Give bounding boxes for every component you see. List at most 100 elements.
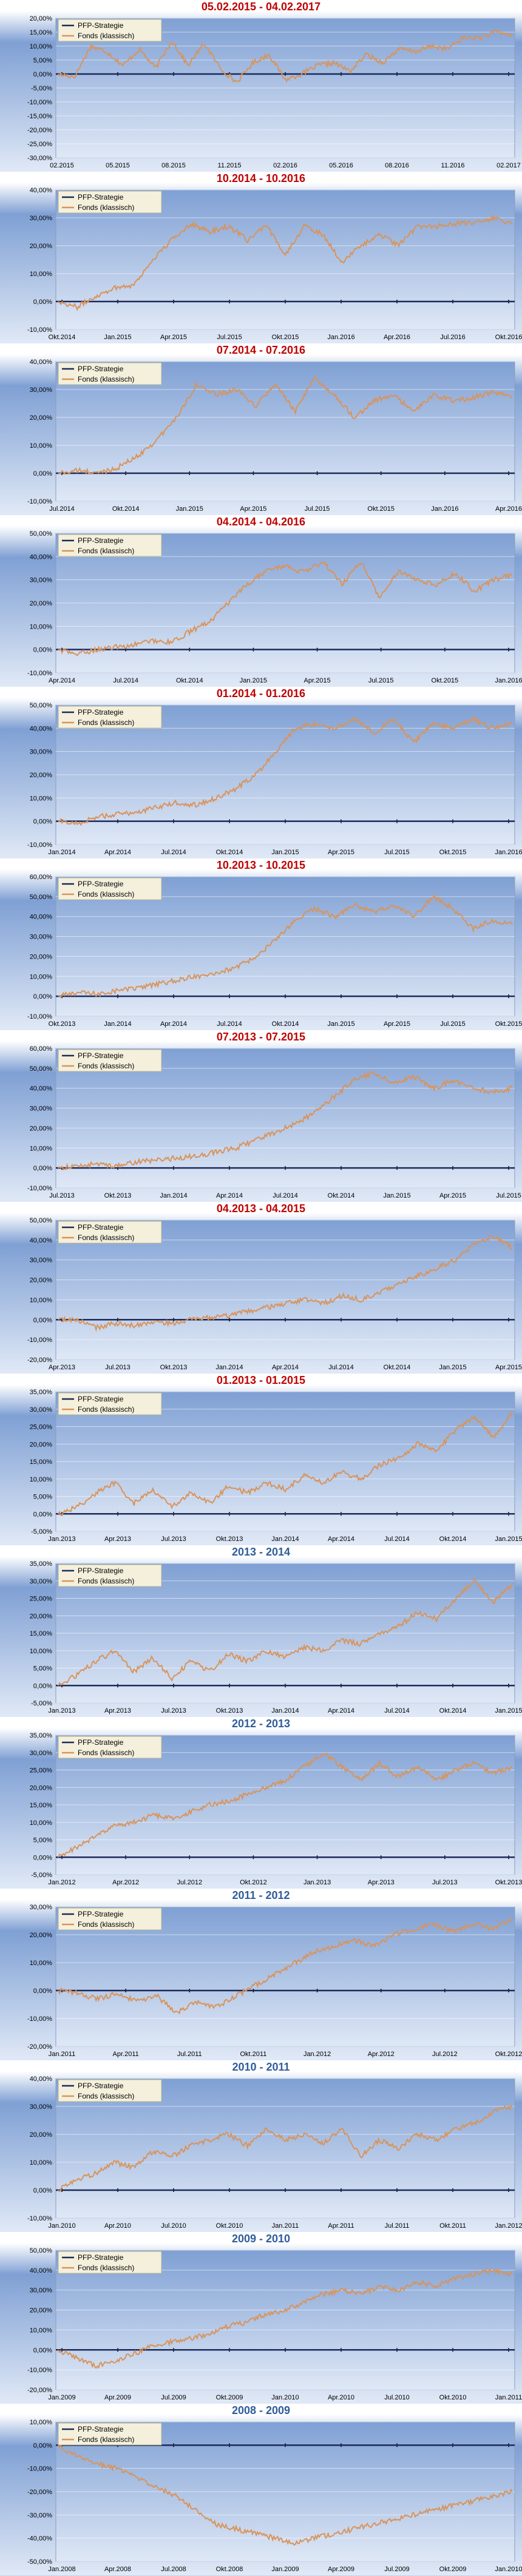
- x-tick-label: Jul.2010: [384, 2394, 410, 2401]
- y-tick-label: -10,00%: [27, 2015, 52, 2023]
- x-tick-label: Jul.2012: [177, 1879, 202, 1886]
- x-tick-label: Okt.2014: [439, 1707, 467, 1715]
- y-tick-label: 30,00%: [30, 749, 53, 756]
- y-tick-label: -10,00%: [27, 1337, 52, 1344]
- chart-panel: 2012 - 2013 35,00% 30,00% 25,00% 20,00% 15,00…: [0, 1717, 522, 1889]
- x-tick-label: Jul.2014: [217, 1020, 242, 1028]
- fund-line: [58, 1412, 513, 1516]
- line-chart: 10,00% 0,00% -10,00% -20,00% -30,00% -40,00% -…: [27, 2419, 522, 2573]
- y-tick-label: 30,00%: [30, 577, 53, 584]
- y-tick-label: 20,00%: [30, 772, 53, 779]
- line-chart: 50,00% 40,00% 30,00% 20,00% 10,00% 0,00% -10,0…: [27, 702, 522, 856]
- legend-strategy-label: PFP-Strategie: [78, 708, 124, 716]
- y-tick-label: 10,00%: [30, 1960, 53, 1967]
- legend-fund-label: Fonds (klassisch): [78, 2435, 134, 2444]
- y-tick-label: 0,00%: [33, 2347, 52, 2354]
- x-tick-label: Jan.2015: [240, 677, 267, 684]
- x-tick-label: Apr.2013: [104, 1707, 131, 1715]
- y-tick-label: 15,00%: [30, 1458, 53, 1466]
- chart-panel: 01.2014 - 01.2016 50,00% 40,00% 30,00% 20,00…: [0, 687, 522, 859]
- line-chart: 20,00% 15,00% 10,00% 5,00% 0,00% -5,00% -10,00…: [27, 15, 521, 169]
- legend-box: [58, 877, 162, 900]
- x-tick-label: Okt.2014: [272, 1020, 299, 1028]
- x-tick-label: Jul.2015: [440, 1020, 466, 1028]
- legend-strategy-label: PFP-Strategie: [78, 1223, 124, 1232]
- y-tick-label: 30,00%: [30, 1105, 53, 1113]
- legend-fund-label: Fonds (klassisch): [78, 2092, 134, 2100]
- y-tick-label: 0,00%: [33, 647, 52, 654]
- legend: PFP-Strategie Fonds (klassisch): [58, 534, 162, 557]
- x-tick-label: 08.2015: [161, 162, 186, 169]
- y-tick-label: 25,00%: [30, 1424, 53, 1431]
- legend-strategy-label: PFP-Strategie: [78, 880, 124, 888]
- x-tick-label: Okt.2016: [495, 334, 522, 341]
- x-tick-label: 08.2016: [385, 162, 409, 169]
- fund-line: [58, 715, 513, 826]
- x-tick-label: Jan.2014: [104, 1020, 131, 1028]
- x-tick-label: Jan.2016: [327, 334, 354, 341]
- legend-box: [58, 2079, 162, 2102]
- x-tick-label: Jan.2015: [271, 849, 299, 856]
- y-tick-label: 15,00%: [30, 29, 53, 36]
- y-tick-label: 10,00%: [30, 1648, 53, 1655]
- y-tick-label: 35,00%: [30, 1389, 53, 1396]
- x-tick-label: Okt.2015: [432, 677, 459, 684]
- x-tick-label: Jan.2015: [104, 334, 131, 341]
- y-tick-label: -10,00%: [27, 2367, 52, 2374]
- y-tick-label: 10,00%: [30, 1145, 53, 1152]
- y-tick-label: 40,00%: [30, 187, 53, 194]
- legend-fund-label: Fonds (klassisch): [78, 203, 134, 212]
- y-tick-label: -30,00%: [27, 155, 52, 162]
- legend-fund-label: Fonds (klassisch): [78, 1062, 134, 1070]
- chart-panel: 10.2013 - 10.2015 60,00% 50,00% 40,00% 30,00…: [0, 858, 522, 1031]
- y-tick-label: 0,00%: [33, 1682, 52, 1690]
- chart-title: 07.2013 - 07.2015: [216, 1031, 306, 1043]
- fund-line: [58, 1752, 513, 1858]
- line-chart: 30,00%20,00%10,00%0,00%-10,00%-20,00%Jan…: [27, 1904, 522, 2058]
- chart-panel: 10.2014 - 10.2016 40,00% 30,00% 20,00% 10,00…: [0, 172, 522, 344]
- chart-panel: 2010 - 2011 40,00% 30,00% 20,00% 10,00% 0,00%…: [0, 2060, 522, 2233]
- legend-strategy-label: PFP-Strategie: [78, 1910, 124, 1918]
- y-tick-label: -20,00%: [27, 2489, 52, 2496]
- x-tick-label: 02.2017: [497, 162, 521, 169]
- x-tick-label: Jul.2015: [496, 1192, 521, 1199]
- chart-panel: 05.02.2015 - 04.02.2017 20,00% 15,00% 10,00…: [0, 0, 522, 172]
- x-tick-label: Jan.2013: [48, 1707, 75, 1715]
- fund-line: [58, 29, 513, 83]
- y-tick-label: 10,00%: [30, 442, 53, 450]
- fund-line: [58, 1577, 513, 1686]
- x-tick-label: Apr.2011: [328, 2222, 354, 2230]
- legend: PFP-Strategie Fonds (klassisch): [58, 1049, 162, 1072]
- y-tick-label: 5,00%: [33, 1494, 52, 1501]
- line-chart: 35,00% 30,00% 25,00% 20,00% 15,00% 10,00% 5,00…: [30, 1389, 522, 1543]
- fund-line: [58, 894, 513, 999]
- x-tick-label: Apr.2015: [439, 1192, 466, 1199]
- fund-line: [58, 1235, 513, 1332]
- y-tick-label: 50,00%: [30, 1065, 53, 1073]
- y-tick-label: 40,00%: [30, 553, 53, 561]
- y-tick-label: 30,00%: [30, 386, 53, 394]
- x-tick-label: Jan.2012: [495, 2222, 522, 2230]
- x-tick-label: Apr.2016: [384, 334, 410, 341]
- legend-box: [58, 19, 162, 42]
- y-tick-label: -10,00%: [27, 2466, 52, 2473]
- y-tick-label: 20,00%: [30, 15, 53, 22]
- x-tick-label: Apr.2015: [495, 1364, 522, 1371]
- legend-strategy-label: PFP-Strategie: [78, 536, 124, 545]
- line-chart: 50,00% 40,00% 30,00% 20,00% 10,00% 0,00% -10,0…: [27, 530, 522, 684]
- x-tick-label: Jul.2009: [161, 2394, 186, 2401]
- x-tick-label: Apr.2009: [328, 2566, 354, 2573]
- x-tick-label: Apr.2016: [495, 505, 522, 513]
- y-tick-label: 5,00%: [33, 1837, 52, 1844]
- x-tick-label: Jul.2015: [217, 334, 242, 341]
- x-tick-label: Jul.2016: [440, 334, 466, 341]
- y-tick-label: 50,00%: [30, 2247, 53, 2254]
- legend-fund-label: Fonds (klassisch): [78, 1920, 134, 1929]
- fund-line: [58, 375, 513, 476]
- y-tick-label: 0,00%: [33, 1854, 52, 1861]
- chart-title: 2009 - 2010: [231, 2233, 291, 2245]
- y-tick-label: 50,00%: [30, 530, 53, 538]
- y-tick-label: 50,00%: [30, 1217, 53, 1224]
- chart-title: 04.2013 - 04.2015: [216, 1202, 306, 1215]
- x-tick-label: Okt.2015: [367, 505, 395, 513]
